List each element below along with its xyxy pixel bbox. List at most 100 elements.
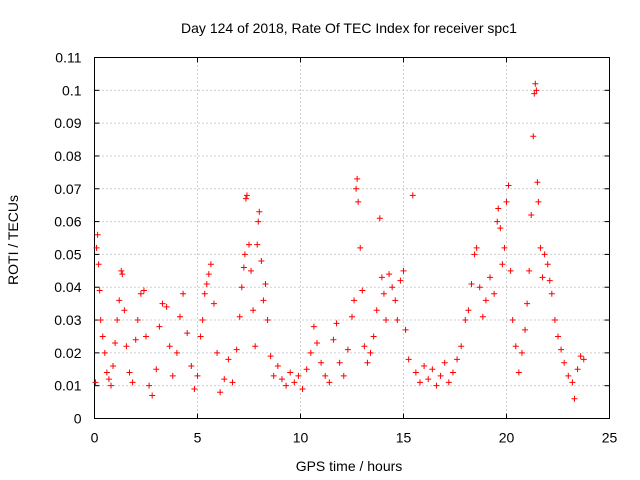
data-point bbox=[278, 376, 285, 383]
data-point bbox=[458, 343, 465, 350]
data-point bbox=[528, 212, 535, 219]
data-point bbox=[378, 274, 385, 281]
data-point bbox=[479, 313, 486, 320]
y-tick-label: 0.06 bbox=[54, 214, 81, 230]
data-point bbox=[246, 241, 252, 248]
data-point bbox=[256, 208, 263, 215]
data-point bbox=[322, 372, 329, 379]
data-point bbox=[565, 372, 572, 379]
grid-lines bbox=[94, 57, 610, 419]
data-point bbox=[505, 182, 512, 189]
x-tick-label: 5 bbox=[194, 430, 202, 446]
y-tick-label: 0.01 bbox=[54, 378, 81, 394]
data-point bbox=[487, 274, 494, 281]
data-point bbox=[188, 362, 195, 369]
data-point bbox=[333, 320, 340, 327]
data-point bbox=[389, 284, 396, 291]
data-point bbox=[382, 317, 389, 324]
data-point bbox=[203, 280, 210, 287]
data-point bbox=[116, 297, 123, 304]
data-point bbox=[287, 369, 294, 376]
data-point bbox=[173, 349, 180, 356]
data-point bbox=[110, 362, 117, 369]
data-point bbox=[491, 290, 498, 297]
plot-frame bbox=[94, 57, 610, 419]
data-point bbox=[191, 385, 198, 392]
data-point bbox=[205, 271, 212, 278]
data-point bbox=[544, 261, 551, 268]
data-point bbox=[364, 359, 371, 366]
data-point bbox=[386, 271, 393, 278]
data-point bbox=[494, 218, 501, 225]
data-point bbox=[476, 284, 483, 291]
data-point bbox=[336, 359, 343, 366]
y-tick-label: 0.03 bbox=[54, 312, 81, 328]
y-tick-label: 0.02 bbox=[54, 345, 81, 361]
data-point bbox=[539, 274, 546, 281]
data-point bbox=[242, 195, 249, 202]
data-point bbox=[243, 192, 250, 199]
data-point bbox=[495, 205, 502, 212]
data-point bbox=[101, 349, 108, 356]
data-point bbox=[522, 326, 529, 333]
data-point bbox=[465, 307, 472, 314]
data-point bbox=[274, 362, 281, 369]
data-point bbox=[118, 267, 125, 274]
data-point bbox=[551, 317, 558, 324]
data-point bbox=[169, 372, 176, 379]
data-point bbox=[260, 297, 267, 304]
data-point bbox=[233, 346, 240, 353]
data-point bbox=[357, 244, 364, 251]
data-point bbox=[119, 271, 126, 278]
data-point bbox=[126, 369, 133, 376]
data-point bbox=[92, 379, 99, 386]
data-point bbox=[123, 343, 130, 350]
data-point bbox=[402, 326, 409, 333]
data-point bbox=[518, 349, 525, 356]
data-point bbox=[184, 330, 191, 337]
data-point bbox=[353, 185, 360, 192]
data-point bbox=[509, 317, 516, 324]
data-point bbox=[326, 379, 333, 386]
data-point bbox=[283, 382, 290, 389]
data-point bbox=[146, 382, 153, 389]
x-tick-label: 0 bbox=[91, 430, 99, 446]
data-point bbox=[137, 290, 144, 297]
data-point bbox=[225, 356, 232, 363]
data-point bbox=[367, 349, 374, 356]
data-point bbox=[97, 317, 104, 324]
data-point bbox=[262, 280, 269, 287]
data-point bbox=[501, 244, 508, 251]
data-point bbox=[241, 251, 248, 258]
data-point bbox=[473, 244, 480, 251]
data-point bbox=[107, 382, 114, 389]
data-point bbox=[468, 280, 475, 287]
data-point bbox=[201, 290, 208, 297]
data-point bbox=[524, 300, 531, 307]
data-point bbox=[299, 385, 306, 392]
y-axis-label: ROTI / TECUs bbox=[5, 195, 21, 285]
data-point bbox=[344, 346, 351, 353]
axis-ticks bbox=[94, 57, 610, 419]
data-point bbox=[421, 362, 428, 369]
data-point bbox=[482, 297, 489, 304]
data-point bbox=[197, 333, 204, 340]
data-point bbox=[507, 267, 514, 274]
data-point bbox=[105, 376, 112, 383]
data-point bbox=[429, 366, 436, 373]
data-point bbox=[95, 261, 102, 268]
data-point bbox=[229, 379, 236, 386]
data-point bbox=[94, 231, 101, 238]
data-point bbox=[210, 300, 217, 307]
data-point bbox=[370, 333, 377, 340]
data-point bbox=[351, 297, 358, 304]
data-point bbox=[166, 343, 173, 350]
data-point bbox=[577, 353, 584, 360]
y-tick-label: 0.1 bbox=[62, 82, 82, 98]
data-point bbox=[103, 369, 110, 376]
x-tick-labels: 0 5 10 15 20 25 bbox=[91, 430, 618, 446]
data-point bbox=[574, 366, 581, 373]
data-point bbox=[558, 346, 565, 353]
data-point bbox=[531, 90, 538, 97]
